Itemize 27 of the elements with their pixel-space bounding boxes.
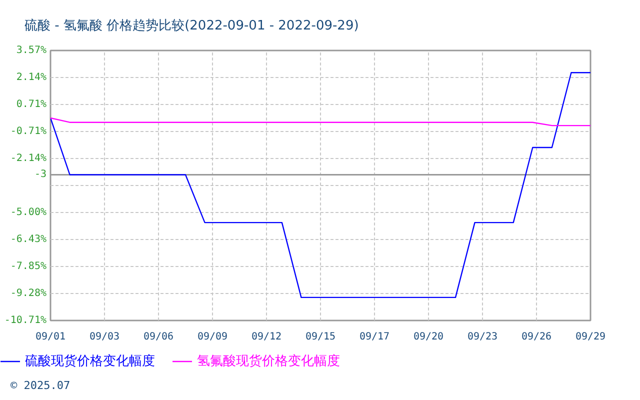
y-tick-label: 0.71% [16, 99, 47, 110]
x-tick-label: 09/12 [251, 332, 282, 342]
y-tick-label: 3.57% [16, 45, 47, 56]
chart-title: 硫酸 - 氢氟酸 价格趋势比较(2022-09-01 - 2022-09-29) [24, 18, 359, 34]
legend-label: 氢氟酸现货价格变化幅度 [197, 353, 340, 370]
legend-label: 硫酸现货价格变化幅度 [25, 353, 155, 370]
y-tick-label: -5.00% [10, 207, 46, 218]
x-tick-label: 09/29 [575, 332, 606, 342]
y-tick-label: -0.71% [10, 126, 46, 137]
y-tick-label: -2.14% [10, 152, 46, 164]
line-series [50, 72, 590, 298]
ref-line-label: -3 [34, 169, 47, 180]
x-tick-label: 09/06 [143, 332, 174, 342]
x-tick-label: 09/15 [305, 332, 336, 342]
x-tick-label: 09/03 [89, 332, 120, 342]
x-tick-label: 09/20 [413, 332, 444, 342]
x-tick-label: 09/23 [467, 332, 498, 342]
y-tick-label: 2.14% [16, 72, 47, 84]
x-tick-label: 09/01 [35, 332, 66, 342]
y-tick-label: -9.28% [10, 288, 46, 299]
x-tick-label: 09/26 [521, 332, 552, 342]
x-tick-label: 09/17 [359, 332, 390, 342]
y-tick-label: -6.43% [10, 234, 46, 246]
y-tick-label: -10.71% [4, 315, 47, 326]
x-tick-label: 09/09 [197, 332, 228, 342]
text: © 2025.07 [10, 379, 70, 392]
y-tick-label: -7.85% [10, 260, 46, 272]
